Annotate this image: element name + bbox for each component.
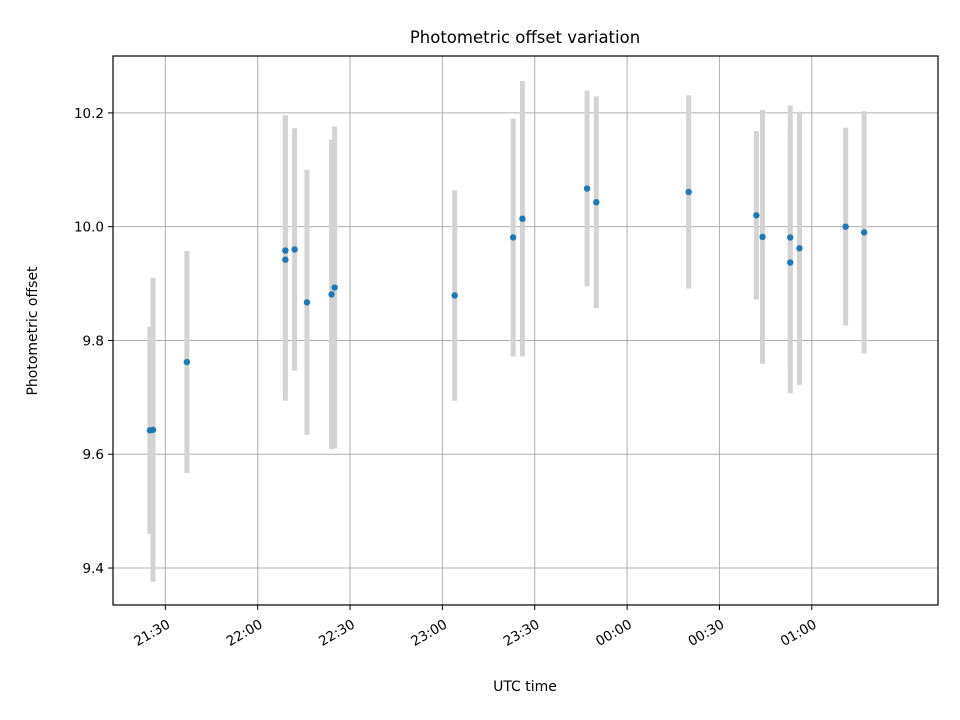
data-point: [787, 259, 794, 266]
y-tick-label: 9.6: [83, 447, 104, 463]
data-point: [291, 246, 298, 253]
data-point: [183, 358, 191, 366]
data-point: [787, 234, 794, 241]
data-point: [759, 233, 766, 241]
data-point: [796, 245, 803, 252]
data-point: [328, 291, 335, 298]
data-point: [685, 188, 692, 196]
data-point: [509, 234, 517, 241]
data-point: [451, 292, 458, 299]
data-point: [282, 247, 289, 254]
data-point: [282, 256, 289, 263]
y-tick-label: 10.0: [74, 220, 104, 236]
y-tick-label: 9.4: [83, 561, 104, 577]
y-tick-label: 10.2: [74, 106, 104, 122]
data-point: [331, 284, 338, 291]
data-point: [583, 185, 591, 192]
y-tick-label: 9.8: [83, 333, 104, 349]
plot-background: [113, 56, 938, 605]
data-point: [519, 215, 526, 222]
data-point: [753, 212, 760, 219]
data-point: [593, 199, 600, 206]
plot-frame: [112, 55, 939, 606]
y-axis-title: Photometric offset: [25, 266, 41, 396]
data-point: [303, 299, 311, 306]
data-point: [842, 223, 849, 230]
chart-title: Photometric offset variation: [410, 28, 640, 47]
x-axis-title: UTC time: [493, 679, 557, 695]
data-points: [146, 185, 868, 434]
data-point: [149, 426, 157, 433]
data-point: [860, 229, 868, 236]
